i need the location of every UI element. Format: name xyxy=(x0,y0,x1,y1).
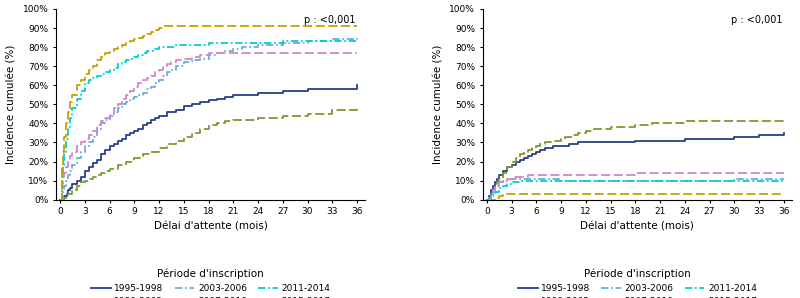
Y-axis label: Incidence cumulée (%): Incidence cumulée (%) xyxy=(434,45,444,164)
Y-axis label: Incidence cumulée (%): Incidence cumulée (%) xyxy=(7,45,17,164)
Legend: 1995-1998, 1999-2002, 2003-2006, 2007-2010, 2011-2014, 2015-2017: 1995-1998, 1999-2002, 2003-2006, 2007-20… xyxy=(514,265,761,298)
Text: p : <0,001: p : <0,001 xyxy=(305,15,356,25)
Legend: 1995-1998, 1999-2002, 2003-2006, 2007-2010, 2011-2014, 2015-2017: 1995-1998, 1999-2002, 2003-2006, 2007-20… xyxy=(87,265,334,298)
X-axis label: Délai d'attente (mois): Délai d'attente (mois) xyxy=(154,222,267,232)
X-axis label: Délai d'attente (mois): Délai d'attente (mois) xyxy=(581,222,694,232)
Text: p : <0,001: p : <0,001 xyxy=(731,15,782,25)
